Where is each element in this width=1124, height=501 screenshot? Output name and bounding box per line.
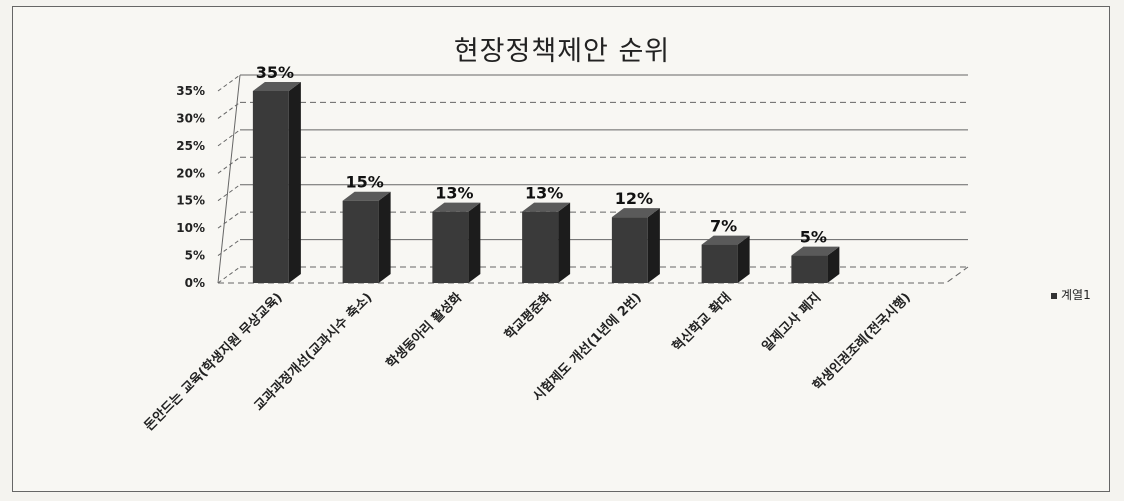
bar-top [791,246,840,256]
category-label: 일제고사 폐지 [759,290,824,355]
bar-side [558,202,571,283]
gridline-side [217,129,241,147]
legend-swatch [1051,292,1057,299]
bar-top [252,82,301,91]
gridline-side [217,102,241,119]
legend: 계열1 [1051,286,1091,303]
bar-side [737,235,750,283]
bar-side [647,208,660,283]
bar-top [342,191,391,201]
bar [791,255,828,283]
data-label: 7% [710,217,737,236]
gridline-side [217,239,241,256]
y-tick-label: 15% [176,194,205,208]
data-label: 13% [525,184,563,203]
y-tick-label: 25% [176,139,205,153]
data-label: 12% [615,189,653,208]
data-label: 15% [345,173,383,192]
gridline-side [217,211,241,229]
y-tick-label: 30% [176,111,205,125]
legend-label: 계열1 [1061,288,1091,302]
bar-top [522,202,571,212]
bar-side [378,191,391,283]
gridline-side [217,184,241,202]
data-label: 13% [435,184,473,203]
chart-title: 현장정책제안 순위 [453,36,671,67]
y-tick-label: 10% [176,221,205,235]
category-label: 돈안드는 교육(학생지원 무상교육) [141,290,286,435]
gridline-side [217,156,241,174]
category-label: 혁신학교 확대 [669,290,734,355]
bar [701,244,738,283]
bar [342,200,379,283]
bar [432,211,469,283]
bar-top [701,235,750,245]
bar [252,91,289,283]
category-label: 학교평준화 [501,289,555,343]
side-wall-edge [217,74,241,284]
floor-edge [218,266,969,284]
bar-top [611,208,660,218]
bar-side [288,82,301,283]
y-tick-label: 20% [176,166,205,180]
y-tick-label: 35% [176,84,205,98]
bar-top [432,202,481,212]
bar [522,211,559,283]
gridline-side [217,266,241,284]
data-label: 5% [800,228,827,247]
data-label: 35% [256,63,294,82]
gridline-side [217,74,241,92]
category-label: 학생동아리 활성화 [383,289,465,371]
category-label: 학생인권조례(전국시행) [810,290,914,394]
bar [611,217,648,283]
bar-side [468,202,481,283]
bar-side [827,246,840,283]
y-tick-label: 0% [185,276,205,290]
y-tick-label: 5% [185,249,205,263]
